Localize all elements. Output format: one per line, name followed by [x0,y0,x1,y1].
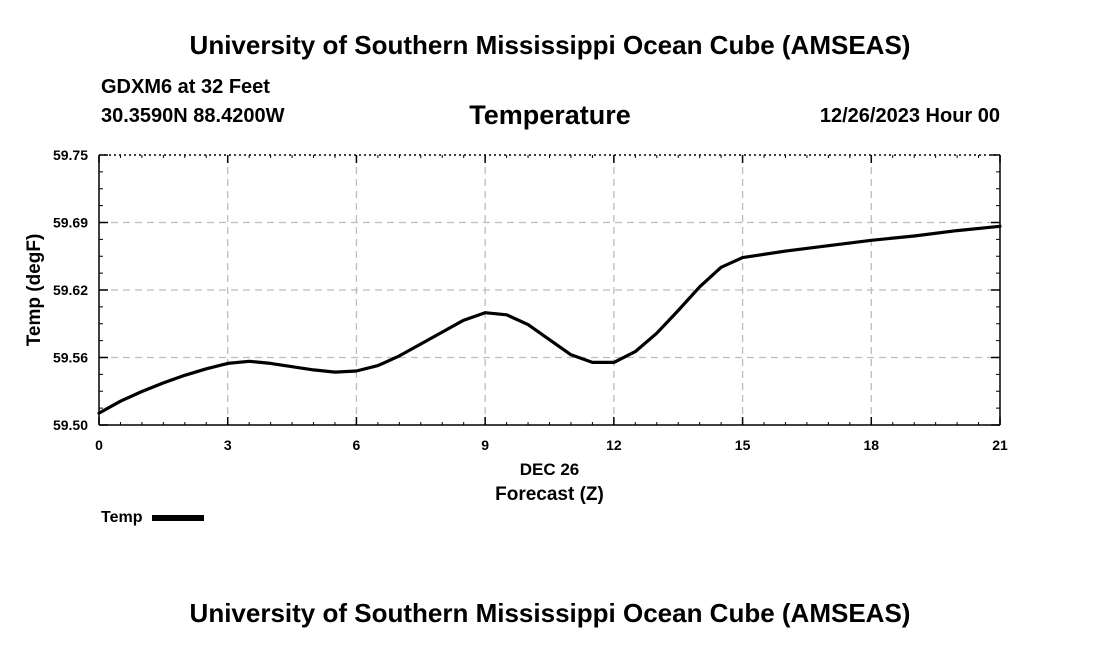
legend-label: Temp [101,509,143,526]
y-axis-label: Temp (degF) [24,234,45,347]
station-coordinates: 30.3590N 88.4200W [101,105,285,127]
x-tick-label: 0 [95,437,103,453]
grid [99,155,1000,425]
y-tick-label: 59.50 [53,417,88,433]
x-axis-label: Forecast (Z) [495,484,604,505]
x-tick-label: 12 [606,437,622,453]
chart-title: Temperature [469,100,631,130]
tick-layer: 0 3 6 9 12 15 18 21 59.50 59.56 59.62 59.69 59.75 [53,147,1008,453]
x-tick-label: 3 [224,437,232,453]
x-tick-label: 15 [735,437,751,453]
x-axis-date-label: DEC 26 [520,460,580,479]
legend-line-swatch [152,515,205,521]
station-name: GDXM6 at 32 Feet [101,76,270,98]
legend: Temp [101,509,205,527]
y-tick-label: 59.69 [53,215,88,231]
y-tick-label: 59.75 [53,147,88,163]
forecast-time: 12/26/2023 Hour 00 [819,105,1000,127]
series-layer [97,224,1002,415]
series-line-temp [97,224,1002,415]
footer-title: University of Southern Mississippi Ocean… [189,598,911,628]
x-tick-label: 21 [992,437,1008,453]
x-tick-label: 18 [863,437,879,453]
x-tick-label: 6 [353,437,361,453]
main-title: University of Southern Mississippi Ocean… [189,30,911,60]
x-tick-label: 9 [481,437,489,453]
y-tick-label: 59.56 [53,350,88,366]
y-tick-label: 59.62 [53,282,88,298]
